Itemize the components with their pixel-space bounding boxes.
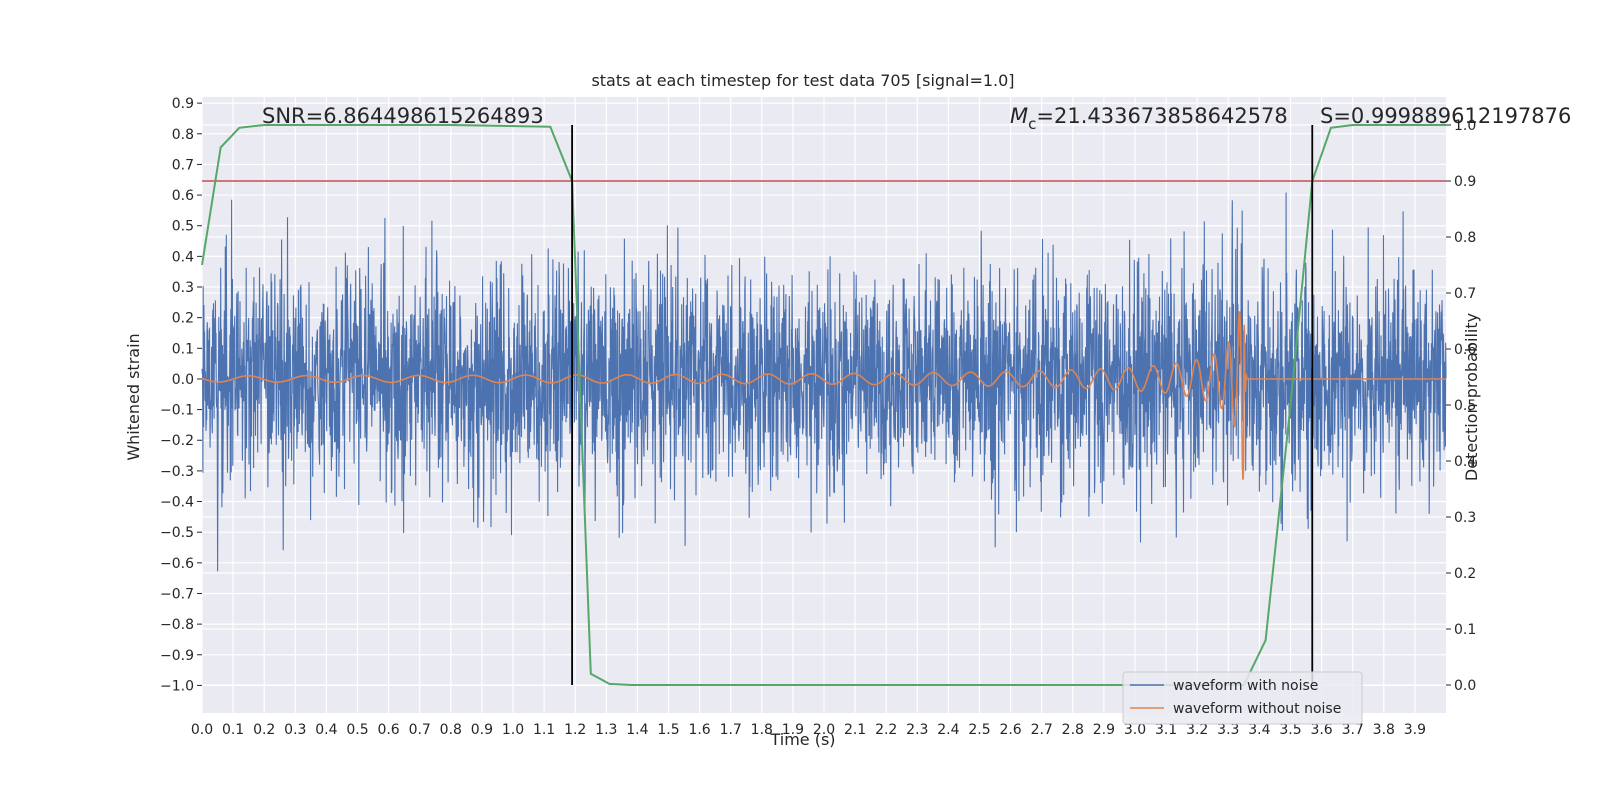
y2-tick-labels: 1.0 0.9 0.8 0.7 0.6 0.5 0.4 0.3 0.2 0.1 0.0 [1446,118,1476,694]
x-tick-label: 1.5 [657,722,679,738]
x-tick-label: 3.2 [1186,722,1208,738]
x-tick-label: 0.5 [346,722,368,738]
x-tick-label: 1.6 [688,722,710,738]
x-tick-label: 1.1 [533,722,555,738]
x-tick-label: 2.4 [937,722,959,738]
y2-tick-label: 0.9 [1454,174,1476,190]
x-tick-label: 2.0 [813,722,835,738]
series-waveform-without-noise [201,311,1446,480]
x-tick-label: 0.2 [253,722,275,738]
y-tick-label: 0.4 [172,249,194,265]
y-tick-label: −1.0 [160,678,194,694]
x-tick-label: 3.7 [1342,722,1364,738]
x-tick-label: 1.0 [502,722,524,738]
y-tick-label: −0.2 [160,433,194,449]
x-tick-label: 3.1 [1155,722,1177,738]
y-tick-label: −0.1 [160,403,194,419]
y2-tick-label: 0.0 [1454,678,1476,694]
y2-tick-label: 0.4 [1454,454,1476,470]
x-tick-label: 2.2 [875,722,897,738]
x-tick-label: 3.9 [1404,722,1426,738]
legend-label-noise: waveform with noise [1173,678,1318,694]
x-tick-label: 2.7 [1031,722,1053,738]
y2-tick-label: 0.1 [1454,622,1476,638]
probability-line [201,124,1446,686]
y-tick-label: −0.3 [160,464,194,480]
y-tick-label: 0.0 [172,372,194,388]
y-tick-label: −0.9 [160,648,194,664]
legend: waveform with noise waveform without noi… [1122,671,1363,725]
x-tick-label: 0.4 [315,722,337,738]
x-tick-label: 2.1 [844,722,866,738]
x-tick-label: 2.5 [968,722,990,738]
mc-symbol: M [1010,104,1028,128]
x-tick-label: 1.9 [782,722,804,738]
mc-subscript: c [1028,115,1036,133]
x-tick-label: 3.6 [1310,722,1332,738]
x-tick-label: 0.3 [284,722,306,738]
y-tick-label: −0.6 [160,556,194,572]
y-tick-label: −0.7 [160,586,194,602]
y2-tick-label: 0.5 [1454,398,1476,414]
y-tick-labels: 0.9 0.8 0.7 0.6 0.5 0.4 0.3 0.2 0.1 0.0 −0.1 −0.2 −0… [160,96,202,694]
chart-title: stats at each timestep for test data 705… [591,71,1014,90]
x-tick-label: 3.3 [1217,722,1239,738]
x-tick-label: 2.6 [999,722,1021,738]
y2-tick-label: 0.2 [1454,566,1476,582]
y2-tick-label: 0.7 [1454,286,1476,302]
noise-line [201,192,1447,572]
y-tick-label: 0.3 [172,280,194,296]
x-tick-label: 3.4 [1248,722,1270,738]
y2-tick-label: 1.0 [1454,118,1476,134]
x-tick-label: 1.7 [720,722,742,738]
x-tick-label: 0.9 [471,722,493,738]
y-tick-label: 0.6 [172,188,194,204]
x-tick-label: 1.8 [751,722,773,738]
x-tick-label: 0.8 [440,722,462,738]
legend-label-clean: waveform without noise [1173,701,1341,717]
legend-box [1122,671,1363,725]
y2-tick-label: 0.6 [1454,342,1476,358]
y2-tick-label: 0.8 [1454,230,1476,246]
x-tick-labels: 0.0 0.1 0.2 0.3 0.4 0.5 0.6 0.7 0.8 0.9 1.0 1.1 1.2 1… [191,722,1426,738]
x-tick-label: 3.8 [1373,722,1395,738]
y-tick-label: 0.8 [172,127,194,143]
x-tick-label: 2.3 [906,722,928,738]
x-tick-label: 0.0 [191,722,213,738]
x-tick-label: 0.6 [377,722,399,738]
y-tick-label: −0.8 [160,617,194,633]
y2-axis-label: Detection probability [1462,313,1481,481]
y-tick-label: −0.5 [160,525,194,541]
x-tick-label: 1.2 [564,722,586,738]
y-axis-label: Whitened strain [124,333,143,460]
x-tick-label: 2.8 [1062,722,1084,738]
x-tick-label: 3.5 [1279,722,1301,738]
mc-value: =21.433673858642578 [1036,104,1287,128]
clean-line [201,311,1446,480]
y-tick-label: −0.4 [160,495,194,511]
x-tick-label: 1.4 [626,722,648,738]
x-tick-label: 3.0 [1124,722,1146,738]
series-detection-probability [201,124,1446,686]
x-tick-label: 0.7 [409,722,431,738]
series-waveform-with-noise [201,192,1447,572]
snr-annotation: SNR=6.864498615264893 [262,104,544,128]
y-tick-label: 0.2 [172,311,194,327]
vertical-lines [571,125,1314,685]
y2-tick-label: 0.3 [1454,510,1476,526]
y-tick-label: 0.7 [172,157,194,173]
x-tick-label: 1.3 [595,722,617,738]
s-annotation: S=0.999889612197876 [1320,104,1571,128]
x-axis-label: Time (s) [769,730,835,749]
y-tick-label: 0.9 [172,96,194,112]
y-tick-label: 0.1 [172,341,194,357]
x-tick-label: 2.9 [1093,722,1115,738]
mc-annotation: Mc=21.433673858642578 [1010,104,1288,133]
x-tick-label: 0.1 [222,722,244,738]
y-tick-label: 0.5 [172,219,194,235]
